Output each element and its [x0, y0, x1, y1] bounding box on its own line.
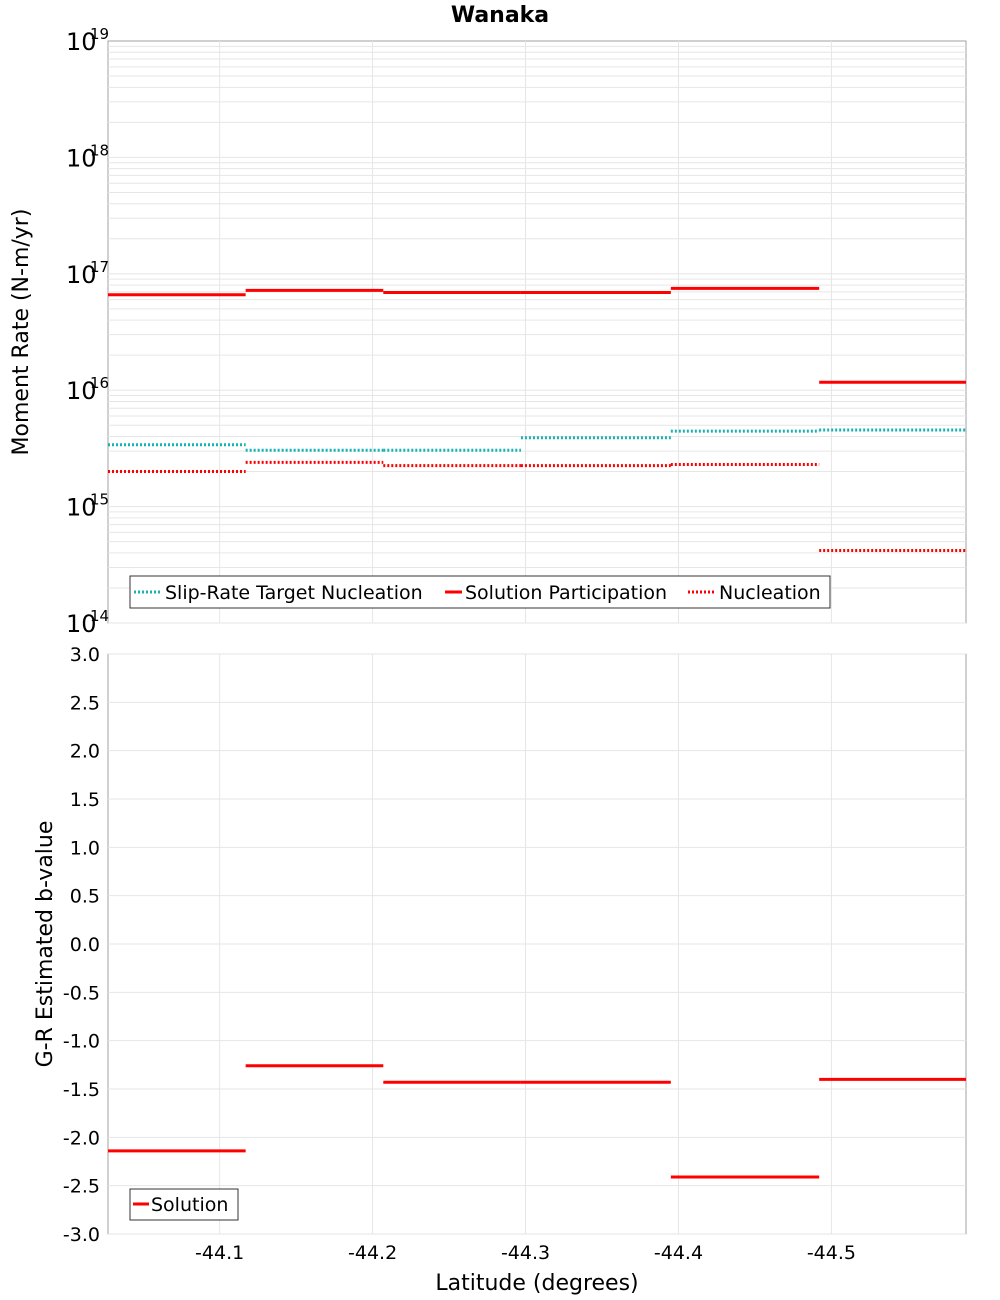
legend-label-nucleation: Nucleation — [719, 582, 821, 604]
y-tick-label: -3.0 — [63, 1224, 100, 1246]
x-tick-label: -44.3 — [501, 1242, 550, 1264]
y-tick-label: 3.0 — [70, 644, 100, 666]
b-value-legend: Solution — [129, 1188, 239, 1221]
x-axis-label: Latitude (degrees) — [435, 1271, 638, 1296]
y-tick-label: -2.0 — [63, 1127, 100, 1149]
moment-rate-y-axis-label: Moment Rate (N-m/yr) — [9, 209, 34, 456]
x-tick-label: -44.4 — [654, 1242, 703, 1264]
b-value-y-axis-label: G-R Estimated b-value — [33, 821, 58, 1068]
x-tick-label: -44.5 — [807, 1242, 856, 1264]
legend-label-slip-rate-target: Slip-Rate Target Nucleation — [165, 582, 423, 604]
y-tick-label: 0.0 — [70, 934, 100, 956]
y-tick-label: 2.5 — [70, 692, 100, 714]
b-value-y-ticks: 3.0 2.5 2.0 1.5 1.0 0.5 0.0 -0.5 -1.0 -1.5 -2.0 -2.… — [63, 644, 100, 1246]
chart-title: Wanaka — [451, 3, 549, 28]
legend-label-solution-participation: Solution Participation — [465, 582, 667, 604]
y-tick-label: -1.0 — [63, 1031, 100, 1053]
legend-label-solution: Solution — [151, 1194, 228, 1216]
y-tick-label: 2.0 — [70, 741, 100, 763]
b-value-grid — [108, 653, 966, 1235]
x-tick-label: -44.2 — [348, 1242, 397, 1264]
y-tick-label: 0.5 — [70, 886, 100, 908]
y-tick-label: 1.5 — [70, 789, 100, 811]
moment-rate-series — [108, 286, 966, 552]
y-tick-exponent: 14 — [90, 607, 109, 625]
y-tick-label: -0.5 — [63, 982, 100, 1004]
y-tick-exponent: 17 — [90, 258, 109, 276]
y-tick-label: -1.5 — [63, 1079, 100, 1101]
b-value-series — [108, 1064, 966, 1179]
y-tick-exponent: 19 — [90, 25, 109, 43]
y-tick-label: 10 — [66, 261, 97, 289]
y-tick-exponent: 18 — [90, 141, 109, 159]
y-tick-label: -2.5 — [63, 1176, 100, 1198]
x-tick-label: -44.1 — [195, 1242, 244, 1264]
y-tick-label: 10 — [66, 494, 97, 522]
y-tick-label: 10 — [66, 610, 97, 638]
moment-rate-legend: Slip-Rate Target Nucleation Solution Par… — [129, 575, 831, 609]
latitude-x-ticks: -44.1 -44.2 -44.3 -44.4 -44.5 — [195, 1242, 856, 1264]
y-tick-exponent: 15 — [90, 491, 109, 509]
y-tick-exponent: 16 — [90, 374, 109, 392]
y-tick-label: 10 — [66, 144, 97, 172]
y-tick-label: 10 — [66, 28, 97, 56]
y-tick-label: 10 — [66, 377, 97, 405]
y-tick-label: 1.0 — [70, 837, 100, 859]
moment-rate-plot-area — [107, 40, 967, 624]
